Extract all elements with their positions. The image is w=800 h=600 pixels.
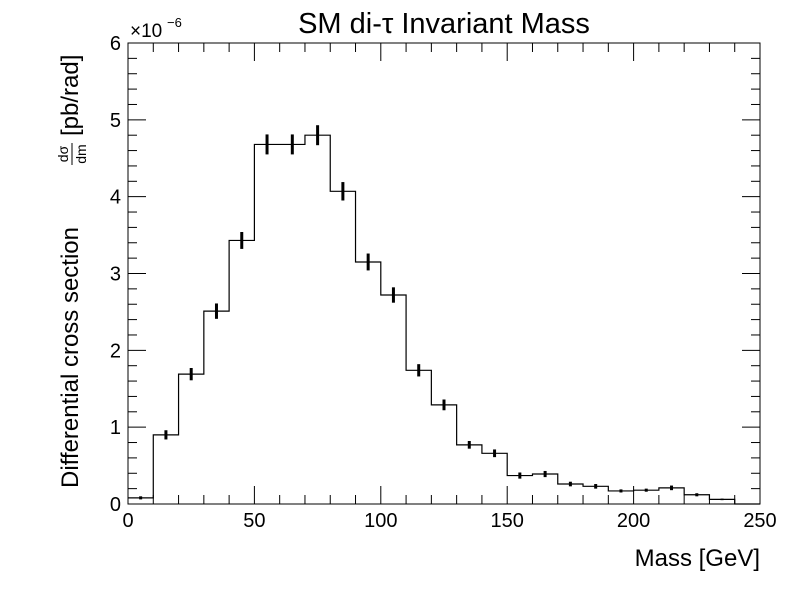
- error-bars: [139, 125, 724, 501]
- y-tick-label: 1: [110, 417, 121, 439]
- y-tick-label: 4: [110, 187, 121, 209]
- plot-frame: [127, 42, 761, 505]
- y-multiplier: ×10 −6: [130, 15, 182, 42]
- x-tick-label: 200: [617, 510, 650, 532]
- y-axis-label-fraction-numerator: dσ: [55, 145, 71, 162]
- x-tick-label: 0: [122, 510, 133, 532]
- axis-ticks: [127, 42, 761, 505]
- x-tick-label: 250: [743, 510, 776, 532]
- chart-title: SM di-τ Invariant Mass: [298, 8, 590, 40]
- y-multiplier-exponent: −6: [167, 15, 182, 30]
- x-tick-label: 50: [243, 510, 265, 532]
- x-tick-label: 150: [491, 510, 524, 532]
- y-tick-label: 6: [110, 33, 121, 55]
- y-axis-label: Differential cross section dσ dm [pb/rad…: [55, 55, 89, 488]
- x-tick-label: 100: [364, 510, 397, 532]
- y-tick-label: 2: [110, 340, 121, 362]
- y-tick-label: 3: [110, 264, 121, 286]
- x-tick-labels: 0 50 100 150 200 250: [122, 510, 776, 532]
- y-axis-label-main: Differential cross section: [57, 227, 84, 488]
- histogram-step: [128, 134, 760, 505]
- x-axis-label: Mass [GeV]: [635, 545, 760, 572]
- y-multiplier-base: ×10: [130, 21, 162, 42]
- y-axis-label-fraction-denominator: dm: [73, 144, 89, 163]
- y-tick-labels: 0 1 2 3 4 5 6: [110, 33, 121, 516]
- y-tick-label: 5: [110, 110, 121, 132]
- histogram: [128, 134, 760, 505]
- y-tick-label: 0: [110, 494, 121, 516]
- y-axis-label-unit: [pb/rad]: [57, 55, 84, 136]
